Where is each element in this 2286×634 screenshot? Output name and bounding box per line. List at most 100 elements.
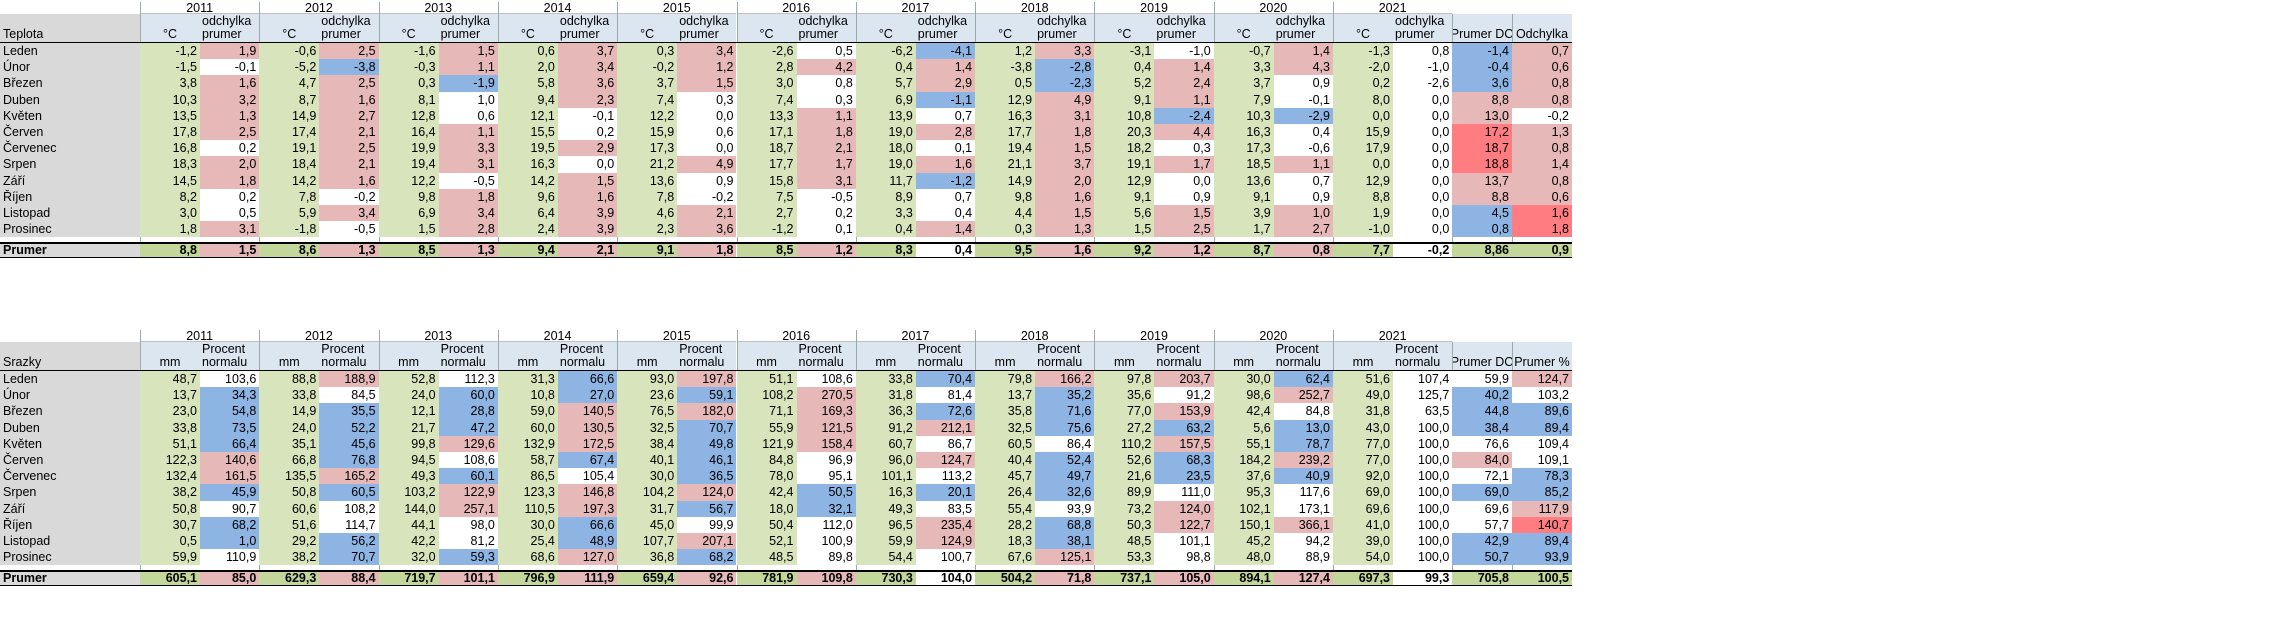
deviation-header[interactable]: odchylka prumer: [1393, 14, 1453, 42]
value-cell[interactable]: 0,3: [617, 43, 678, 60]
value-cell[interactable]: 0,3: [975, 221, 1036, 238]
deviation-cell[interactable]: 98,0: [438, 516, 498, 533]
month-label[interactable]: Duben: [0, 91, 140, 108]
value-cell[interactable]: 35,6: [1094, 387, 1155, 404]
deviation-header[interactable]: Procent normalu: [915, 342, 976, 370]
deviation-cell[interactable]: 3,4: [677, 43, 737, 60]
deviation-cell[interactable]: 0,0: [1393, 156, 1453, 173]
deviation-cell[interactable]: 0,5: [796, 43, 856, 60]
value-cell[interactable]: -0,6: [259, 43, 320, 60]
year-header[interactable]: 2020: [1213, 2, 1333, 14]
value-cell[interactable]: 15,5: [497, 124, 558, 141]
deviation-cell[interactable]: 60,0: [438, 387, 498, 404]
deviation-cell[interactable]: 1,0: [200, 533, 260, 550]
value-cell[interactable]: 23,6: [617, 387, 678, 404]
value-cell[interactable]: 51,1: [736, 371, 797, 388]
value-cell[interactable]: 36,8: [617, 549, 678, 566]
deviation-cell[interactable]: 40,9: [1273, 468, 1333, 485]
value-cell[interactable]: 13,6: [1213, 172, 1274, 189]
year-header[interactable]: 2016: [736, 330, 856, 342]
deviation-cell[interactable]: 3,4: [438, 205, 498, 222]
deviation-cell[interactable]: 35,5: [319, 403, 379, 420]
summary-dc-cell[interactable]: 57,7: [1452, 516, 1512, 533]
deviation-cell[interactable]: 100,0: [1393, 549, 1453, 566]
summary-header-dev[interactable]: Odchylka: [1512, 14, 1572, 42]
value-cell[interactable]: 52,8: [378, 371, 439, 388]
value-cell[interactable]: 49,0: [1333, 387, 1393, 404]
unit-header[interactable]: °C: [1333, 14, 1393, 42]
deviation-cell[interactable]: 0,3: [677, 91, 737, 108]
deviation-cell[interactable]: 239,2: [1273, 452, 1333, 469]
summary-dev-cell[interactable]: 89,6: [1512, 403, 1572, 420]
value-cell[interactable]: 73,2: [1094, 500, 1155, 517]
value-cell[interactable]: 13,5: [140, 107, 200, 124]
summary-dev-cell[interactable]: 89,4: [1512, 533, 1572, 550]
deviation-cell[interactable]: -1,0: [1393, 59, 1453, 76]
summary-header-dc[interactable]: Prumer DC: [1452, 14, 1512, 42]
summary-dev-cell[interactable]: 0,6: [1512, 188, 1572, 205]
value-cell[interactable]: 8,8: [1333, 188, 1393, 205]
deviation-cell[interactable]: 1,0: [1273, 205, 1333, 222]
unit-header[interactable]: mm: [140, 342, 200, 370]
value-cell[interactable]: 13,9: [855, 107, 916, 124]
value-cell[interactable]: 17,3: [617, 140, 678, 157]
value-cell[interactable]: 31,8: [1333, 403, 1393, 420]
deviation-cell[interactable]: 3,3: [438, 140, 498, 157]
value-cell[interactable]: 18,0: [855, 140, 916, 157]
deviation-cell[interactable]: 47,2: [438, 419, 498, 436]
deviation-cell[interactable]: 2,8: [915, 124, 976, 141]
deviation-cell[interactable]: 1,6: [319, 172, 379, 189]
deviation-cell[interactable]: 0,0: [1393, 140, 1453, 157]
value-cell[interactable]: 45,2: [1213, 533, 1274, 550]
value-cell[interactable]: 79,8: [975, 371, 1036, 388]
deviation-cell[interactable]: -0,1: [200, 59, 260, 76]
deviation-cell[interactable]: 1,5: [438, 43, 498, 60]
deviation-cell[interactable]: 107,4: [1393, 371, 1453, 388]
total-value[interactable]: 659,4: [617, 571, 678, 586]
total-value[interactable]: 9,1: [617, 243, 678, 258]
month-label[interactable]: Září: [0, 172, 140, 189]
value-cell[interactable]: 58,7: [497, 452, 558, 469]
deviation-cell[interactable]: 0,6: [438, 107, 498, 124]
deviation-cell[interactable]: 111,0: [1154, 484, 1214, 501]
summary-dc-cell[interactable]: 18,7: [1452, 140, 1512, 157]
deviation-cell[interactable]: 1,8: [796, 124, 856, 141]
deviation-cell[interactable]: 100,0: [1393, 516, 1453, 533]
value-cell[interactable]: 30,0: [1213, 371, 1274, 388]
value-cell[interactable]: 18,3: [140, 156, 200, 173]
deviation-cell[interactable]: 172,5: [557, 435, 618, 452]
deviation-cell[interactable]: 94,2: [1273, 533, 1333, 550]
month-label[interactable]: Leden: [0, 43, 140, 60]
deviation-cell[interactable]: 1,0: [438, 91, 498, 108]
value-cell[interactable]: 6,4: [497, 205, 558, 222]
month-label[interactable]: Listopad: [0, 205, 140, 222]
deviation-cell[interactable]: 1,3: [200, 107, 260, 124]
value-cell[interactable]: 104,2: [617, 484, 678, 501]
value-cell[interactable]: 77,0: [1333, 435, 1393, 452]
deviation-cell[interactable]: 88,9: [1273, 549, 1333, 566]
deviation-header[interactable]: Procent normalu: [796, 342, 856, 370]
value-cell[interactable]: 150,1: [1213, 516, 1274, 533]
value-cell[interactable]: 42,2: [378, 533, 439, 550]
value-cell[interactable]: 8,7: [259, 91, 320, 108]
value-cell[interactable]: 9,1: [1213, 188, 1274, 205]
deviation-cell[interactable]: 36,5: [677, 468, 737, 485]
value-cell[interactable]: 42,4: [736, 484, 797, 501]
value-cell[interactable]: 48,5: [736, 549, 797, 566]
year-header[interactable]: 2012: [259, 330, 379, 342]
value-cell[interactable]: 21,7: [378, 419, 439, 436]
deviation-cell[interactable]: 140,6: [200, 452, 260, 469]
deviation-cell[interactable]: 1,1: [438, 124, 498, 141]
value-cell[interactable]: 103,2: [378, 484, 439, 501]
deviation-cell[interactable]: 68,8: [1035, 516, 1095, 533]
deviation-cell[interactable]: 2,5: [319, 75, 379, 92]
value-cell[interactable]: 0,0: [1333, 107, 1393, 124]
deviation-header[interactable]: odchylka prumer: [1154, 14, 1214, 42]
deviation-cell[interactable]: 0,7: [915, 188, 976, 205]
deviation-cell[interactable]: 84,8: [1273, 403, 1333, 420]
value-cell[interactable]: 41,0: [1333, 516, 1393, 533]
deviation-header[interactable]: Procent normalu: [200, 342, 260, 370]
value-cell[interactable]: 26,4: [975, 484, 1036, 501]
value-cell[interactable]: -2,6: [736, 43, 797, 60]
deviation-cell[interactable]: 108,2: [319, 500, 379, 517]
